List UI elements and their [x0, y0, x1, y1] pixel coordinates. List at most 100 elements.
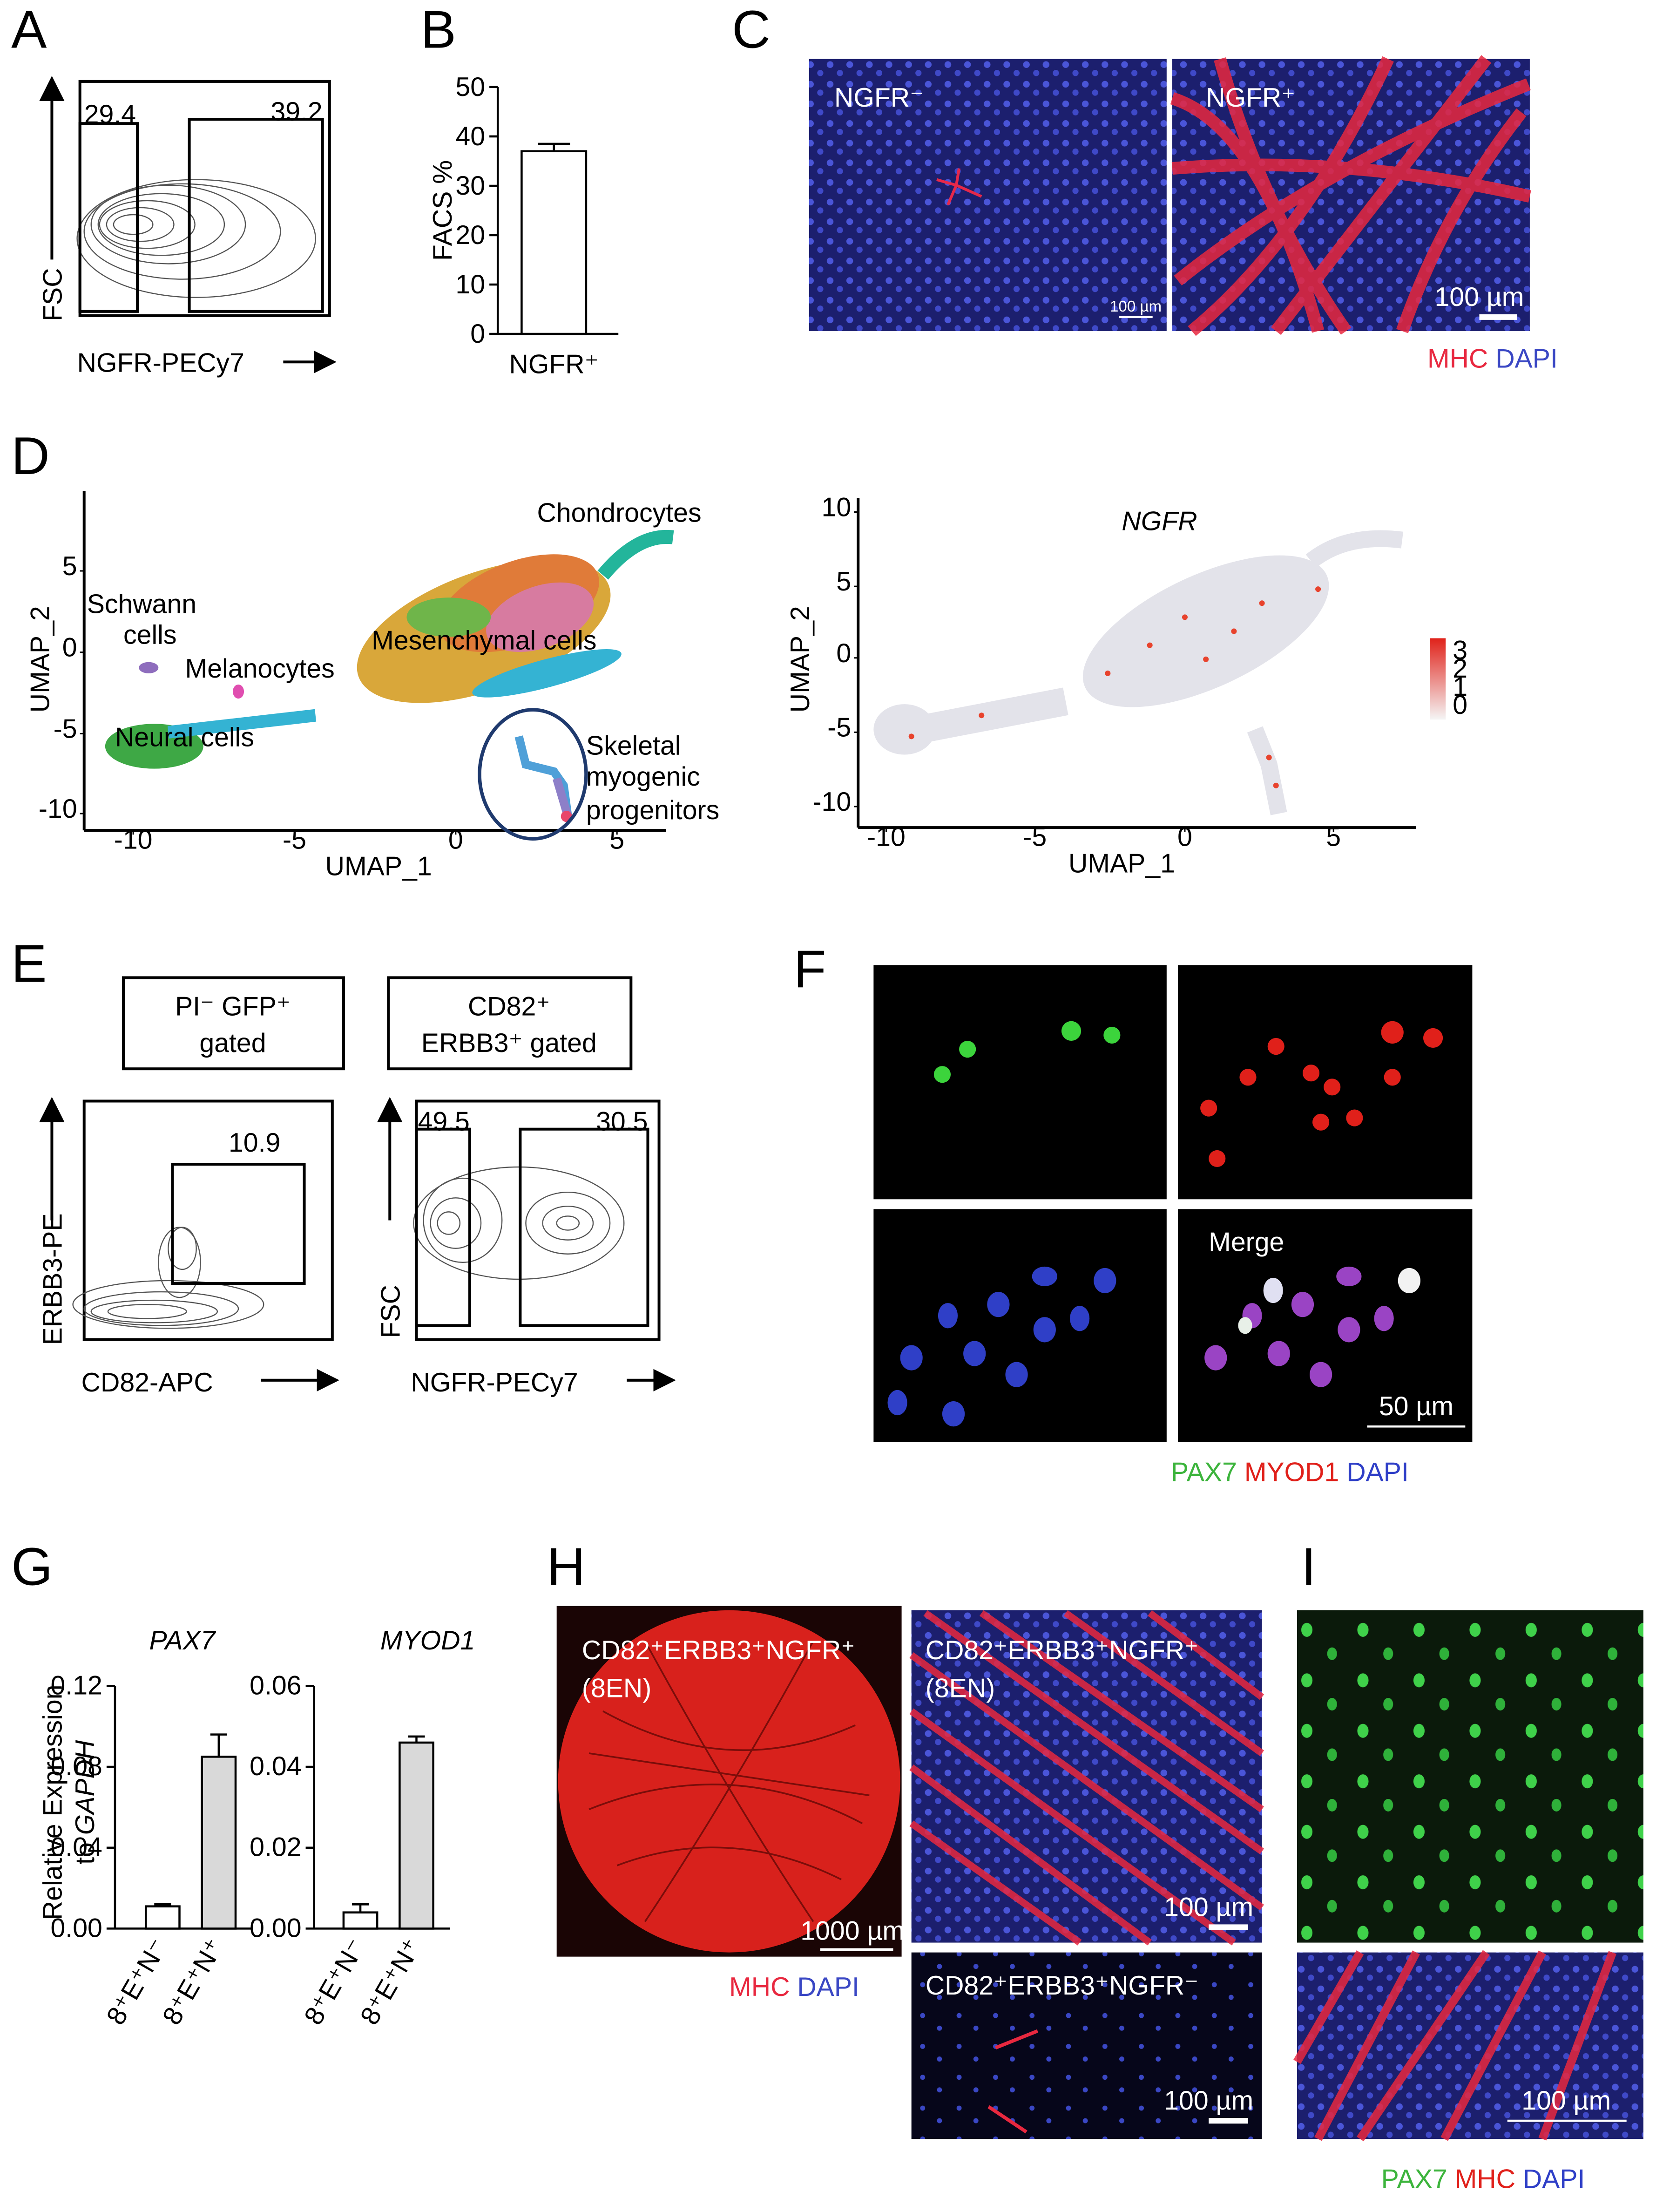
tick-label: 0 — [448, 825, 463, 855]
header: ERBB3⁺ gated — [421, 1028, 597, 1058]
fiber — [1171, 158, 1531, 203]
expression — [908, 733, 914, 740]
panel-letter: G — [11, 1537, 53, 1597]
contour — [83, 1291, 239, 1326]
gate-value: 49.5 — [418, 1107, 470, 1137]
panel-b: B — [421, 0, 456, 60]
fiber — [909, 1610, 1264, 1946]
nuclei — [1398, 1268, 1420, 1294]
panel-e: E PI⁻ GFP⁺ gated 10.9 ERBB3-PE CD82-APC … — [11, 934, 676, 1398]
scale-label: 100 µm — [1521, 2086, 1611, 2116]
micrograph — [1177, 1209, 1473, 1442]
panel-letter: I — [1301, 1537, 1316, 1597]
bar — [342, 1911, 379, 1930]
scale-label: 100 µm — [1164, 2086, 1253, 2116]
fiber — [1293, 1950, 1617, 2142]
nuclei — [987, 1292, 1010, 1317]
nuclei — [1302, 1065, 1320, 1082]
scale-label: 100 µm — [1110, 298, 1162, 315]
tick-label: 0 — [62, 633, 77, 663]
cluster — [105, 529, 674, 822]
axis-label: NGFR-PECy7 — [411, 1368, 578, 1398]
fiber — [1188, 56, 1394, 336]
panel-letter: F — [794, 940, 826, 999]
chart-title: PAX7 — [149, 1626, 216, 1656]
plot-frame — [82, 1099, 334, 1341]
contour — [437, 1211, 461, 1235]
cluster-label: Schwann — [87, 589, 196, 619]
nuclei — [1336, 1266, 1362, 1287]
nuclei — [1310, 1362, 1332, 1387]
panel-letter: C — [732, 0, 771, 60]
bar — [399, 1741, 434, 1930]
micrograph — [809, 59, 1167, 331]
cluster-label: Chondrocytes — [537, 498, 702, 528]
gate — [78, 122, 139, 313]
cluster-label: Mesenchymal cells — [372, 626, 596, 656]
tick-label: -10 — [39, 794, 77, 824]
cluster — [486, 582, 594, 652]
image-label: NGFR⁺ — [1206, 83, 1295, 113]
image-label: MYOD1 — [1209, 986, 1303, 1016]
nuclei — [1204, 1266, 1420, 1387]
y-tick-label: 0.00 — [50, 1913, 102, 1943]
cluster-label: Skeletal — [586, 731, 681, 761]
contour — [423, 1177, 503, 1263]
legend-item: PAX7 — [1381, 2165, 1447, 2194]
panel-h: H CD82⁺ERBB3⁺NGFR⁺ (8EN) 1000 µm MHC DAP… — [547, 1537, 1264, 2139]
umap-cells — [1305, 530, 1404, 568]
nuclei — [1346, 1109, 1363, 1126]
y-ticks: 5 0 -5 -10 — [39, 551, 84, 824]
arrow — [39, 1097, 65, 1122]
y-tick-label: 0.04 — [50, 1832, 102, 1862]
nuclei — [1070, 1306, 1090, 1331]
fiber — [1148, 1610, 1264, 1700]
axis-label: NGFR-PECy7 — [77, 348, 244, 378]
image-label: CD82⁺ERBB3⁺NGFR⁻ — [926, 1971, 1199, 2001]
fiber — [1063, 1610, 1264, 1757]
arrow — [317, 1369, 339, 1391]
fiber — [1356, 1950, 1490, 2142]
fiber — [936, 168, 982, 206]
expression — [1315, 586, 1321, 592]
cluster-label: myogenic — [586, 762, 700, 792]
legend: PAX7 MYOD1 DAPI — [1171, 1458, 1409, 1487]
fiber — [987, 2029, 1039, 2134]
nuclei — [1384, 1069, 1401, 1086]
cluster-label: progenitors — [586, 795, 719, 825]
gate-value: 29.4 — [84, 100, 136, 129]
image-label: Merge — [1209, 1228, 1284, 1257]
umap-cells — [1247, 726, 1287, 815]
nuclei — [900, 1345, 923, 1371]
image-label: (8EN) — [582, 1673, 651, 1703]
header: CD82⁺ — [468, 992, 550, 1022]
colorbar-label: 0 — [1453, 690, 1467, 720]
x-tick-label: NGFR⁺ — [509, 349, 599, 379]
nuclei — [933, 1066, 951, 1083]
fiber — [1174, 78, 1531, 286]
axis-label: UMAP_1 — [325, 852, 432, 882]
gate-value: 10.9 — [229, 1128, 280, 1158]
scale-label: 100 µm — [1434, 282, 1524, 312]
cluster — [406, 597, 491, 637]
bar — [521, 150, 588, 335]
nuclei — [1033, 1317, 1056, 1343]
legend-item: DAPI — [1523, 2165, 1585, 2194]
contour — [525, 1192, 611, 1255]
nuclei — [1267, 1038, 1284, 1055]
nuclei — [1103, 1026, 1121, 1044]
scale-label: 50 µm — [1379, 1391, 1453, 1421]
fiber — [909, 1652, 1264, 1911]
bar — [144, 1905, 181, 1930]
image-label: PAX7 — [905, 986, 971, 1016]
panel-letter: A — [11, 0, 47, 60]
contour — [430, 1197, 482, 1249]
micrograph — [1177, 965, 1473, 1200]
nuclei — [1291, 1292, 1314, 1317]
panel-i: I 100 µm PAX7 MHC DAPI — [1293, 1537, 1643, 2194]
cluster — [167, 709, 317, 739]
contour — [72, 1227, 264, 1329]
tick-label: 10 — [822, 493, 852, 522]
micrograph — [873, 1209, 1167, 1442]
